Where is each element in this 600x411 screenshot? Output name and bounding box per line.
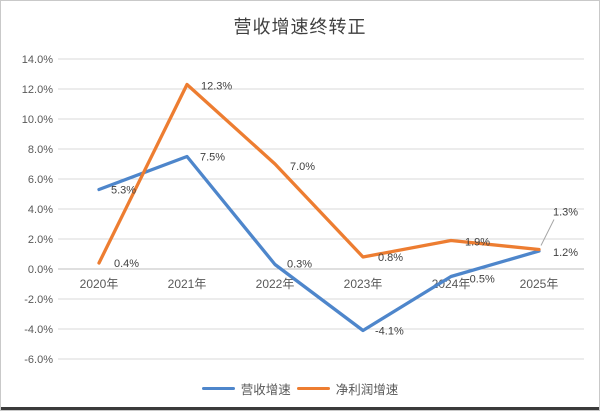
window-bottom-edge: [1, 407, 599, 410]
net-profit-growth-data-label: 0.8%: [378, 252, 403, 264]
y-axis-tick-label: -2.0%: [24, 294, 53, 306]
revenue-growth-data-label: -0.5%: [466, 274, 495, 286]
net-profit-growth-legend-label: 净利润增速: [335, 382, 399, 397]
y-axis-tick-label: 2.0%: [28, 234, 53, 246]
net-profit-growth-data-label: 0.4%: [114, 258, 139, 270]
x-axis-category-label: 2021年: [168, 277, 207, 291]
y-axis-tick-label: 12.0%: [22, 84, 53, 96]
y-axis-tick-label: -6.0%: [24, 354, 53, 366]
y-axis-tick-label: 4.0%: [28, 204, 53, 216]
net-profit-growth-data-label: 7.0%: [290, 161, 315, 173]
revenue-growth-data-label: 7.5%: [200, 152, 225, 164]
x-axis-category-label: 2023年: [344, 277, 383, 291]
revenue-growth-data-label: 5.3%: [111, 185, 136, 197]
revenue-growth-legend-swatch: [201, 386, 235, 390]
revenue-growth-legend-label: 营收增速: [240, 382, 291, 397]
y-axis-tick-label: 0.0%: [28, 264, 53, 276]
y-axis-tick-label: 8.0%: [28, 144, 53, 156]
y-axis-tick-label: -4.0%: [24, 324, 53, 336]
revenue-growth-data-label: -4.1%: [375, 326, 404, 338]
y-axis-tick-label: 6.0%: [28, 174, 53, 186]
revenue-growth-data-label: 0.3%: [287, 259, 312, 271]
y-axis-tick-label: 10.0%: [22, 114, 53, 126]
data-label-leader-line: [540, 219, 555, 246]
x-axis-category-label: 2022年: [256, 277, 295, 291]
net-profit-growth-data-label: 1.3%: [553, 207, 578, 219]
net-profit-growth-data-label: 1.9%: [465, 237, 490, 249]
x-axis-category-label: 2025年: [520, 277, 559, 291]
revenue-growth-data-label: 1.2%: [553, 247, 578, 259]
x-axis-category-label: 2020年: [80, 277, 119, 291]
chart-legend: 营收增速 净利润增速: [1, 378, 599, 398]
net-profit-growth-legend-swatch: [296, 386, 330, 390]
chart-title: 营收增速终转正: [233, 17, 367, 37]
y-axis-tick-label: 14.0%: [22, 54, 53, 66]
x-axis-category-label: 2024年: [432, 277, 471, 291]
net-profit-growth-line: [97, 82, 541, 265]
revenue-growth-line: [97, 154, 541, 333]
net-profit-growth-data-label: 12.3%: [201, 81, 232, 93]
